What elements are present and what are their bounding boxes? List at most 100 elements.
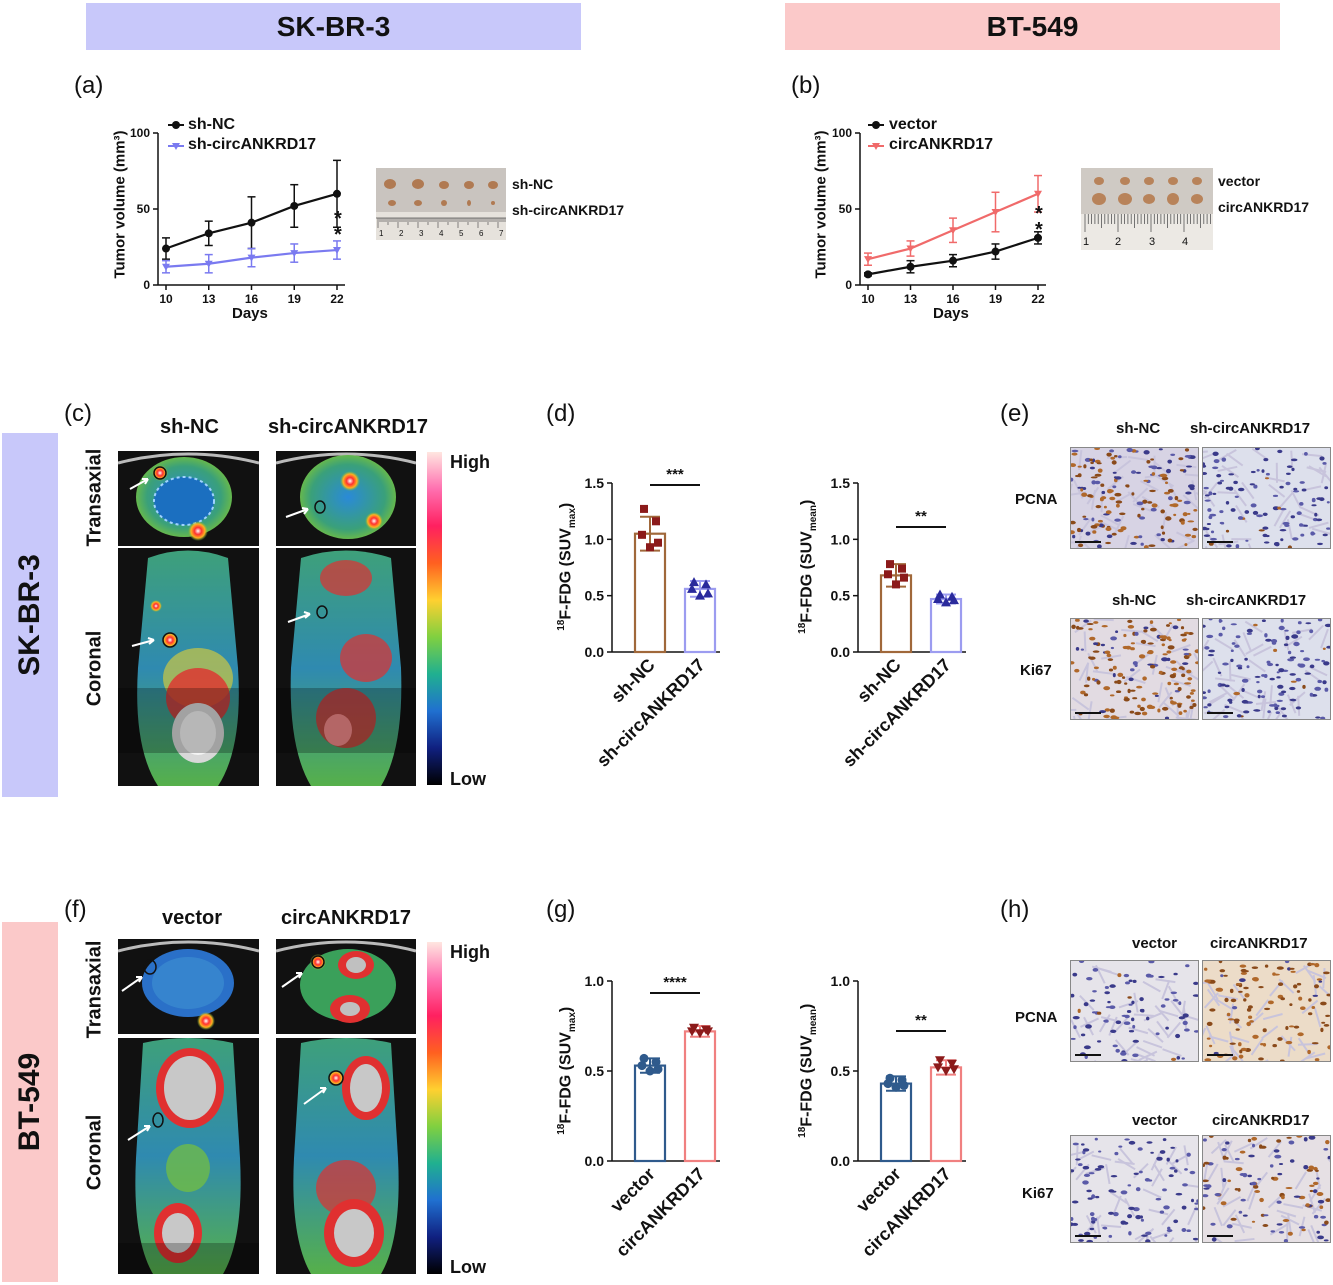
ihc-positive-nucleus: [1227, 1179, 1231, 1183]
ihc-nucleus: [1233, 480, 1238, 485]
ihc-positive-nucleus: [1080, 690, 1086, 695]
chart-b-point: [864, 256, 872, 264]
ihc-positive-nucleus: [1140, 639, 1146, 644]
chart-d2-category-label: sh-NC: [853, 655, 905, 707]
ihc-nucleus: [1216, 474, 1222, 478]
ihc-stroma-fiber: [1215, 677, 1236, 682]
ihc-positive-nucleus: [1149, 489, 1156, 493]
ihc-nucleus: [1160, 1004, 1166, 1008]
ihc-nucleus: [1130, 668, 1135, 672]
ihc-nucleus: [1203, 1187, 1210, 1190]
ihc-nucleus: [1271, 641, 1277, 645]
ihc-positive-nucleus: [1247, 1138, 1252, 1143]
ihc-positive-nucleus: [1300, 1006, 1306, 1010]
ihc-h-bottom-col-1: vector: [1132, 1112, 1178, 1129]
ihc-stroma-fiber: [1161, 1208, 1176, 1226]
ihc-nucleus: [1118, 455, 1122, 459]
ihc-stroma-fiber: [1071, 1150, 1086, 1156]
ihc-positive-nucleus: [1325, 1014, 1330, 1017]
ihc-nucleus: [1094, 1168, 1102, 1171]
ihc-positive-nucleus: [1238, 1054, 1244, 1059]
ihc-stroma-fiber: [1156, 1020, 1170, 1038]
chart-d1-point: [654, 538, 662, 547]
ihc-nucleus: [1140, 542, 1144, 546]
chart-d2-bar: [929, 597, 963, 654]
ihc-nucleus: [1120, 1190, 1128, 1195]
ihc-nucleus: [1261, 469, 1265, 473]
ihc-nucleus: [1203, 526, 1208, 531]
pet-f-scale-high: High: [450, 942, 490, 962]
ihc-nucleus: [1182, 1013, 1189, 1018]
ihc-positive-nucleus: [1077, 473, 1082, 478]
ihc-nucleus: [1120, 1220, 1127, 1225]
ihc-stroma-fiber: [1189, 706, 1194, 719]
chart-g2-point: [899, 1080, 909, 1090]
pet-c-row-coronal: Coronal: [83, 630, 106, 707]
ihc-positive-nucleus: [1096, 462, 1102, 465]
ihc-stroma-fiber: [1152, 1163, 1165, 1182]
ihc-stroma-fiber: [1320, 463, 1328, 484]
ihc-positive-nucleus: [1134, 711, 1142, 716]
ihc-positive-nucleus: [1139, 706, 1145, 712]
ihc-stroma-fiber: [1071, 697, 1090, 711]
ihc-nucleus: [1208, 649, 1215, 653]
ihc-stroma-fiber: [1074, 619, 1092, 634]
ihc-positive-nucleus: [1280, 997, 1285, 1001]
chart-a-point: [162, 263, 170, 271]
ihc-stroma-fiber: [1217, 491, 1238, 495]
ihc-positive-nucleus: [1146, 460, 1151, 464]
ihc-nucleus: [1257, 1177, 1262, 1181]
ihc-stroma-fiber: [1204, 546, 1208, 548]
ihc-nucleus: [1186, 1152, 1191, 1157]
ihc-positive-nucleus: [1124, 682, 1128, 685]
chart-g1-bar: [683, 1030, 717, 1163]
ihc-positive-nucleus: [1227, 1018, 1235, 1021]
ihc-stroma-fiber: [1130, 1058, 1144, 1061]
chart-g2-point: [897, 1075, 907, 1085]
ihc-nucleus: [1095, 1195, 1100, 1199]
ihc-stroma-fiber: [1203, 452, 1214, 460]
ihc-nucleus: [1203, 464, 1207, 468]
ihc-nucleus: [1166, 1157, 1170, 1162]
ihc-nucleus: [1293, 490, 1300, 493]
ihc-nucleus: [1234, 644, 1240, 648]
ihc-positive-nucleus: [1187, 520, 1195, 523]
ihc-nucleus: [1128, 1030, 1135, 1033]
ihc-stroma-fiber: [1245, 643, 1264, 655]
ihc-nucleus: [1283, 643, 1289, 646]
ihc-positive-nucleus: [1159, 473, 1167, 477]
ihc-positive-nucleus: [1240, 971, 1247, 975]
chart-g1-bar: [633, 1064, 667, 1163]
ihc-stroma-fiber: [1225, 452, 1244, 467]
ihc-positive-nucleus: [1296, 1136, 1303, 1138]
ihc-stroma-fiber: [1085, 1166, 1105, 1175]
ihc-positive-nucleus: [1203, 1161, 1210, 1165]
bt549-side-banner: BT-549: [2, 922, 58, 1282]
ihc-e-top-col-2: sh-circANKRD17: [1190, 420, 1311, 437]
ihc-positive-nucleus: [1083, 693, 1089, 697]
ihc-nucleus: [1241, 688, 1245, 692]
pet-c-transaxial-sh-circankrd17: [276, 451, 416, 546]
chart-d2-ytick-label: 1.5: [831, 475, 851, 491]
ihc-nucleus: [1318, 980, 1323, 983]
ihc-h-ki67-vector-art: [1071, 1137, 1198, 1242]
ihc-nucleus: [1312, 1189, 1318, 1194]
pet-c-coronal-sh-circankrd17-art: [276, 548, 416, 786]
ihc-nucleus: [1128, 1206, 1135, 1210]
ihc-e-pcna-sh-circankrd17: [1202, 447, 1331, 549]
ihc-nucleus: [1220, 683, 1226, 687]
ihc-nucleus: [1262, 512, 1268, 516]
ihc-positive-nucleus: [1111, 532, 1117, 536]
ihc-stroma-fiber: [1158, 1009, 1179, 1018]
ihc-positive-nucleus: [1290, 680, 1297, 683]
ylabel-d2: 18F-FDG (SUVmean): [797, 499, 819, 634]
ihc-nucleus: [1286, 465, 1293, 468]
chart-a-legend-marker: [172, 121, 180, 129]
ihc-positive-nucleus: [1107, 489, 1114, 493]
ihc-positive-nucleus: [1167, 489, 1174, 493]
ihc-positive-nucleus: [1240, 1047, 1247, 1052]
ihc-nucleus: [1204, 646, 1210, 650]
chart-d1-point: [701, 579, 711, 589]
ihc-nucleus: [1303, 1165, 1309, 1170]
ihc-nucleus: [1126, 448, 1133, 453]
